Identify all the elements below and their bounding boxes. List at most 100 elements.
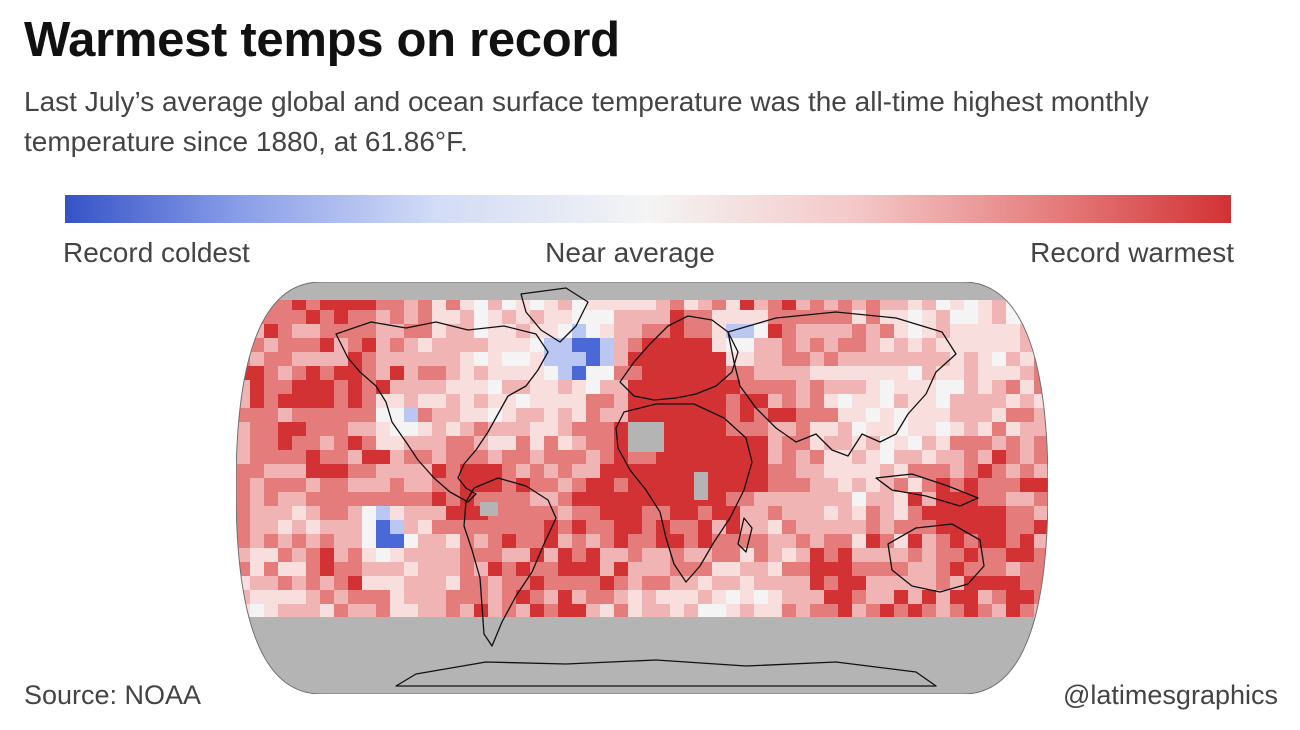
temperature-cell bbox=[390, 408, 404, 422]
temperature-cell bbox=[936, 534, 950, 548]
temperature-cell bbox=[642, 562, 656, 576]
temperature-cell bbox=[754, 408, 768, 422]
temperature-cell bbox=[236, 534, 250, 548]
temperature-cell bbox=[726, 478, 740, 492]
temperature-cell bbox=[796, 380, 810, 394]
temperature-cell bbox=[572, 380, 586, 394]
temperature-cell bbox=[670, 478, 684, 492]
temperature-cell bbox=[544, 450, 558, 464]
temperature-cell bbox=[1020, 660, 1034, 674]
temperature-cell bbox=[600, 436, 614, 450]
temperature-cell bbox=[418, 324, 432, 338]
temperature-cell bbox=[418, 506, 432, 520]
temperature-cell bbox=[936, 464, 950, 478]
temperature-cell bbox=[712, 464, 726, 478]
temperature-cell bbox=[544, 464, 558, 478]
temperature-cell bbox=[754, 324, 768, 338]
temperature-cell bbox=[558, 520, 572, 534]
temperature-cell bbox=[460, 394, 474, 408]
temperature-cell bbox=[264, 604, 278, 618]
temperature-cell bbox=[488, 604, 502, 618]
temperature-cell bbox=[1020, 674, 1034, 688]
temperature-cell bbox=[880, 562, 894, 576]
temperature-cell bbox=[348, 324, 362, 338]
temperature-cell bbox=[376, 604, 390, 618]
temperature-cell bbox=[264, 422, 278, 436]
temperature-cell bbox=[754, 478, 768, 492]
temperature-cell bbox=[488, 380, 502, 394]
temperature-cell bbox=[614, 520, 628, 534]
temperature-cell bbox=[824, 366, 838, 380]
temperature-cell bbox=[922, 436, 936, 450]
temperature-cell bbox=[264, 478, 278, 492]
temperature-cell bbox=[432, 590, 446, 604]
temperature-cell bbox=[754, 492, 768, 506]
temperature-cell bbox=[418, 576, 432, 590]
temperature-cell bbox=[642, 492, 656, 506]
south-america-outline bbox=[463, 477, 557, 647]
temperature-cell bbox=[376, 338, 390, 352]
temperature-cell bbox=[488, 464, 502, 478]
temperature-cell bbox=[446, 352, 460, 366]
temperature-cell bbox=[978, 408, 992, 422]
temperature-cell bbox=[264, 520, 278, 534]
temperature-cell bbox=[866, 310, 880, 324]
temperature-cell bbox=[670, 548, 684, 562]
temperature-cell bbox=[418, 548, 432, 562]
temperature-cell bbox=[796, 366, 810, 380]
temperature-cell bbox=[586, 576, 600, 590]
temperature-cell bbox=[418, 394, 432, 408]
temperature-cell bbox=[558, 604, 572, 618]
temperature-cell bbox=[866, 352, 880, 366]
temperature-cell bbox=[684, 576, 698, 590]
temperature-cell bbox=[292, 422, 306, 436]
temperature-cell bbox=[558, 534, 572, 548]
temperature-cell bbox=[306, 408, 320, 422]
temperature-cell bbox=[1020, 296, 1034, 310]
temperature-cell bbox=[572, 450, 586, 464]
temperature-cell bbox=[922, 310, 936, 324]
temperature-cell bbox=[544, 506, 558, 520]
temperature-cell bbox=[530, 590, 544, 604]
temperature-cell bbox=[586, 548, 600, 562]
temperature-cell bbox=[502, 366, 516, 380]
temperature-cell bbox=[502, 408, 516, 422]
temperature-cell bbox=[1006, 576, 1020, 590]
temperature-cell bbox=[684, 324, 698, 338]
temperature-cell bbox=[418, 534, 432, 548]
temperature-cell bbox=[712, 422, 726, 436]
temperature-cell bbox=[558, 562, 572, 576]
temperature-cell bbox=[460, 338, 474, 352]
temperature-cell bbox=[614, 408, 628, 422]
temperature-cell bbox=[740, 534, 754, 548]
temperature-cell bbox=[880, 408, 894, 422]
temperature-cell bbox=[600, 576, 614, 590]
asia-outline bbox=[727, 311, 957, 457]
temperature-cell bbox=[264, 590, 278, 604]
temperature-cell bbox=[782, 576, 796, 590]
temperature-cell bbox=[334, 492, 348, 506]
temperature-cell bbox=[950, 464, 964, 478]
temperature-cell bbox=[278, 380, 292, 394]
temperature-cell bbox=[446, 464, 460, 478]
temperature-cell bbox=[810, 436, 824, 450]
temperature-cell bbox=[250, 324, 264, 338]
temperature-cell bbox=[936, 310, 950, 324]
antarctica-outline bbox=[395, 659, 937, 687]
temperature-cell bbox=[404, 338, 418, 352]
temperature-cell bbox=[236, 338, 250, 352]
temperature-cell bbox=[404, 408, 418, 422]
temperature-cell bbox=[628, 338, 642, 352]
temperature-cell bbox=[782, 534, 796, 548]
temperature-cell bbox=[516, 310, 530, 324]
temperature-cell bbox=[488, 548, 502, 562]
temperature-cell bbox=[236, 506, 250, 520]
temperature-cell bbox=[362, 492, 376, 506]
temperature-cell bbox=[362, 380, 376, 394]
temperature-cell bbox=[866, 380, 880, 394]
temperature-cell bbox=[684, 548, 698, 562]
temperature-cell bbox=[908, 450, 922, 464]
temperature-cell bbox=[320, 604, 334, 618]
temperature-cell bbox=[264, 492, 278, 506]
temperature-cell bbox=[852, 548, 866, 562]
